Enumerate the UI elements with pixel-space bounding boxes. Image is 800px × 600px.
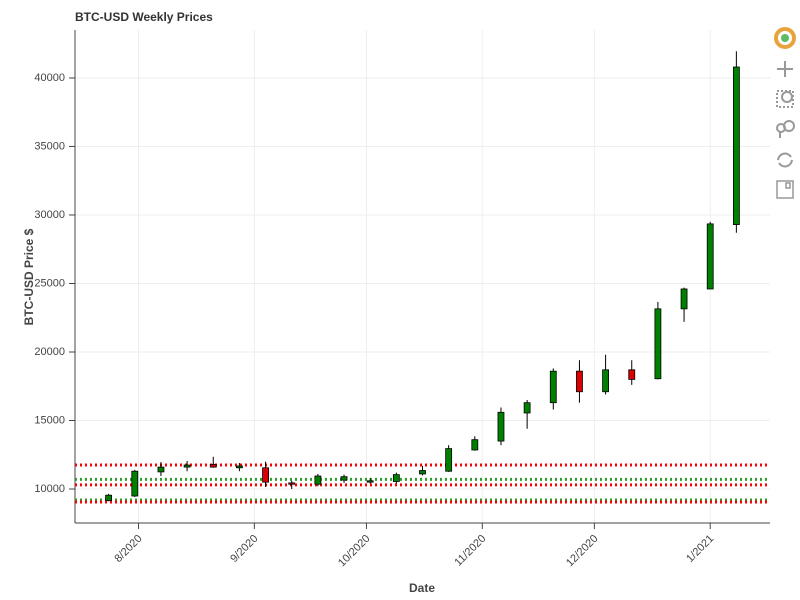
y-tick-label: 25000 bbox=[34, 277, 65, 289]
candle-body bbox=[445, 448, 453, 472]
chart-title: BTC-USD Weekly Prices bbox=[75, 10, 213, 24]
candle-body bbox=[706, 223, 714, 290]
candle-body bbox=[157, 466, 165, 473]
y-tick-label: 40000 bbox=[34, 72, 65, 84]
wheel-zoom-tool[interactable] bbox=[776, 120, 795, 138]
candle-body bbox=[654, 308, 662, 380]
candle-body bbox=[314, 475, 322, 485]
candle-body bbox=[392, 474, 400, 482]
candle-body bbox=[340, 476, 348, 481]
y-tick-label: 15000 bbox=[34, 414, 65, 426]
candle-body bbox=[497, 411, 505, 442]
x-tick-label: 9/2020 bbox=[228, 533, 260, 565]
y-tick-label: 20000 bbox=[34, 346, 65, 358]
x-tick-label: 1/2021 bbox=[684, 533, 716, 565]
y-tick-label: 35000 bbox=[34, 140, 65, 152]
plot-area bbox=[75, 30, 770, 523]
candle-body bbox=[419, 470, 426, 475]
candle-body bbox=[366, 480, 374, 483]
box-zoom-tool[interactable] bbox=[776, 90, 794, 108]
candle-body bbox=[471, 439, 479, 451]
candle-body bbox=[183, 464, 191, 468]
y-axis-label: BTC-USD Price $ bbox=[22, 228, 36, 325]
candle-body bbox=[732, 66, 740, 225]
candle-body bbox=[628, 369, 636, 380]
y-tick-label: 30000 bbox=[34, 209, 65, 221]
pan-tool[interactable] bbox=[777, 61, 793, 77]
candle-body bbox=[209, 463, 217, 468]
candle-body bbox=[105, 494, 113, 501]
x-tick-label: 10/2020 bbox=[336, 533, 373, 570]
y-tick-label: 10000 bbox=[34, 483, 65, 495]
toolbar bbox=[768, 27, 796, 199]
x-tick-label: 8/2020 bbox=[112, 533, 144, 565]
candle-body bbox=[523, 402, 531, 414]
candle-body bbox=[602, 369, 609, 393]
candle-body bbox=[576, 370, 583, 393]
x-axis-label: Date bbox=[409, 581, 435, 595]
candle-body bbox=[288, 482, 296, 485]
save-tool[interactable] bbox=[776, 180, 794, 199]
bokeh-logo[interactable] bbox=[774, 27, 796, 49]
candle-body bbox=[549, 370, 557, 404]
reset-tool[interactable] bbox=[777, 152, 793, 168]
candle-body bbox=[236, 465, 243, 469]
candle-body bbox=[262, 467, 269, 483]
candle-body bbox=[131, 470, 139, 497]
x-tick-label: 11/2020 bbox=[452, 533, 488, 569]
x-tick-label: 12/2020 bbox=[564, 533, 601, 570]
candle-body bbox=[680, 288, 688, 310]
